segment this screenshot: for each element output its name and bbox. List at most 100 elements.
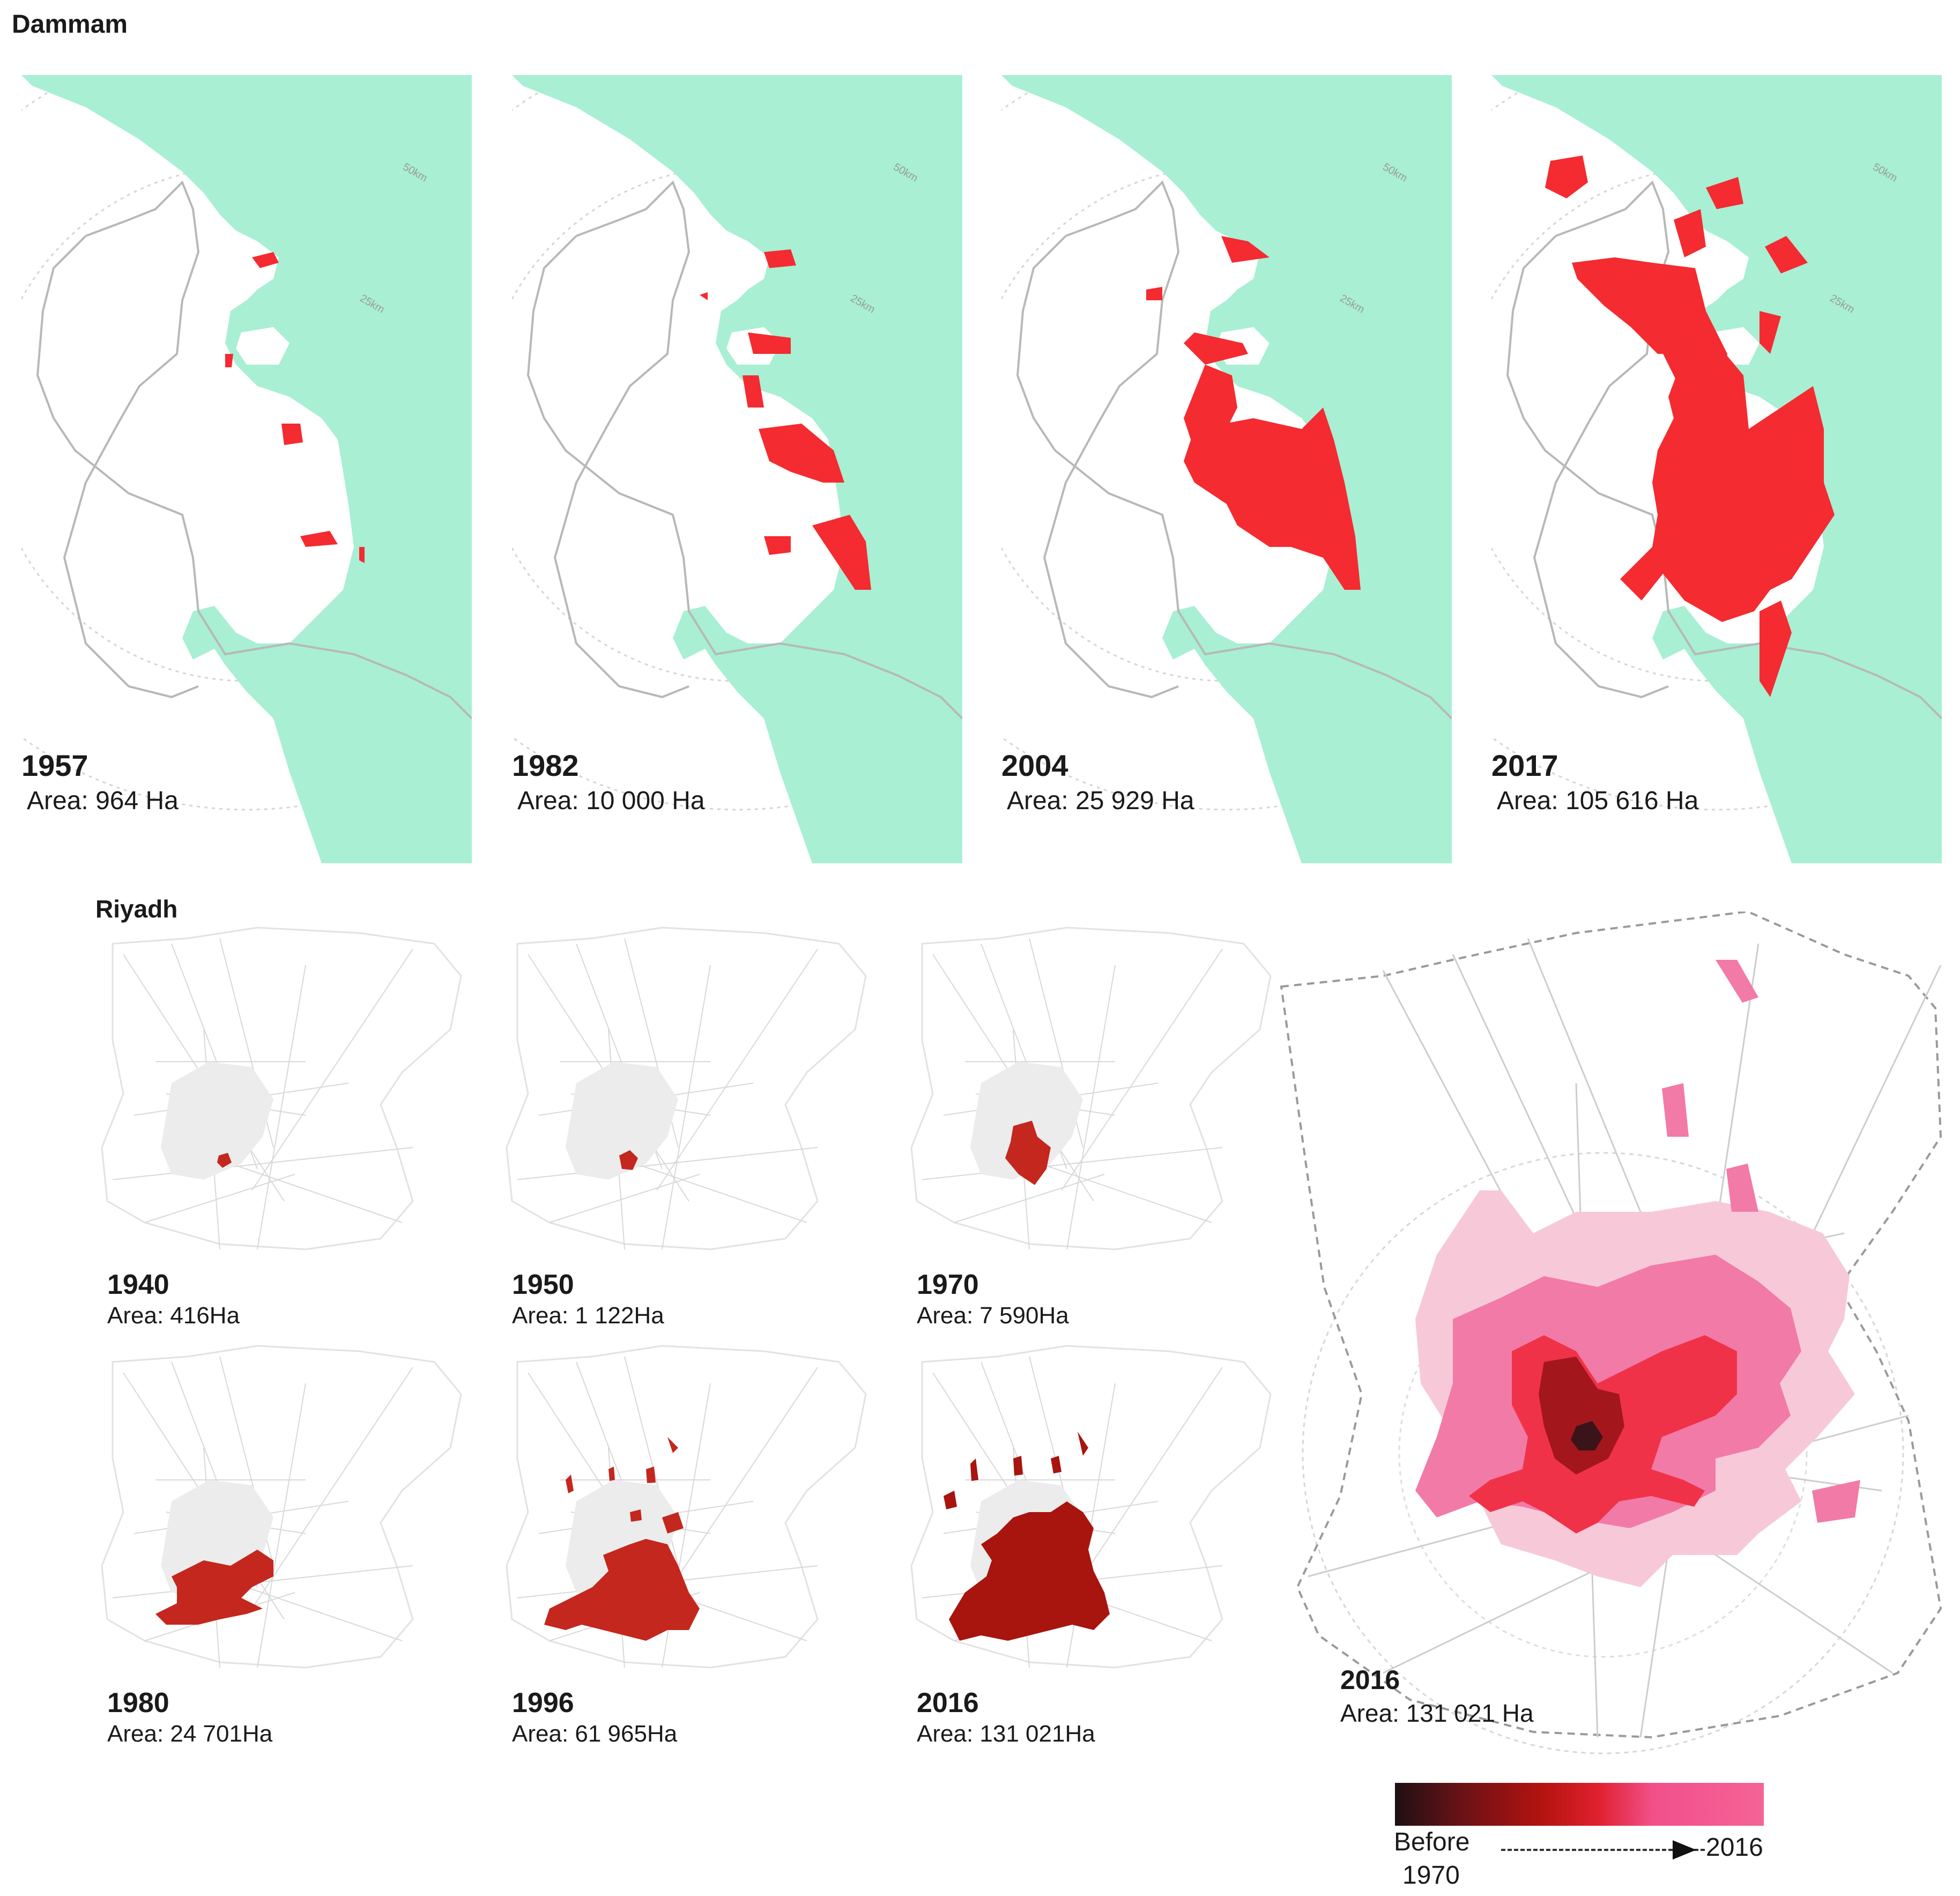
urban-patch bbox=[217, 1153, 232, 1168]
urban-area-1970 bbox=[1005, 1121, 1051, 1185]
dammam-map-2017: 50km 25km bbox=[1491, 75, 1942, 863]
riyadh-map-2016-small bbox=[890, 1340, 1276, 1673]
legend-end-label: 2016 bbox=[1706, 1833, 1763, 1862]
distance-ring-inner bbox=[1398, 1248, 1808, 1658]
dammam-year-2004: 2004 bbox=[1001, 749, 1068, 782]
sea-area bbox=[1491, 75, 1942, 863]
metro-boundary bbox=[1280, 912, 1942, 1739]
riyadh-area-1970: Area: 7 590Ha bbox=[917, 1302, 1069, 1329]
metro-boundary bbox=[910, 927, 1272, 1250]
riyadh-area-2016: Area: 131 021Ha bbox=[917, 1721, 1095, 1747]
island bbox=[236, 327, 289, 365]
urban-patch bbox=[1759, 311, 1781, 354]
riyadh-combined-year: 2016 bbox=[1340, 1665, 1400, 1695]
riyadh-area-1940: Area: 416Ha bbox=[107, 1302, 240, 1329]
riyadh-map-svg bbox=[101, 927, 462, 1250]
urban-patch bbox=[1146, 287, 1162, 300]
urban-area-1980 bbox=[155, 1550, 273, 1625]
legend-arrow-line bbox=[1501, 1849, 1705, 1851]
urban-patch bbox=[566, 1475, 574, 1493]
urban-patch bbox=[662, 1512, 684, 1534]
metro-boundary bbox=[101, 1345, 462, 1669]
riyadh-area-1980: Area: 24 701Ha bbox=[107, 1721, 273, 1747]
riyadh-map-svg bbox=[506, 1345, 867, 1669]
riyadh-combined-area: Area: 131 021 Ha bbox=[1340, 1699, 1534, 1727]
road-network bbox=[112, 938, 413, 1250]
urban-patch bbox=[1184, 408, 1361, 590]
urban-patch bbox=[667, 1437, 678, 1453]
metro-boundary bbox=[506, 1345, 867, 1669]
dammam-area-1957: Area: 964 Ha bbox=[27, 787, 179, 815]
urban-patch bbox=[764, 249, 796, 268]
urban-patch bbox=[281, 424, 303, 445]
urban-patch bbox=[608, 1467, 615, 1481]
riyadh-map-svg bbox=[910, 1345, 1272, 1669]
riyadh-year-1970: 1970 bbox=[917, 1269, 979, 1300]
riyadh-map-svg bbox=[506, 927, 867, 1250]
riyadh-map-1996 bbox=[485, 1340, 871, 1673]
dammam-year-2017: 2017 bbox=[1491, 749, 1558, 782]
riyadh-year-1996: 1996 bbox=[512, 1687, 574, 1719]
urban-patch bbox=[619, 1150, 638, 1170]
urban-patch bbox=[1051, 1456, 1061, 1473]
city-boundary bbox=[36, 180, 472, 720]
dammam-map-2004: 50km 25km bbox=[1001, 75, 1452, 863]
urban-patch bbox=[743, 375, 764, 408]
urban-area-2016 bbox=[944, 1432, 1110, 1641]
legend-arrow-head-icon bbox=[1673, 1840, 1696, 1860]
legend-color-ramp bbox=[1395, 1783, 1764, 1826]
dammam-year-1957: 1957 bbox=[21, 749, 88, 782]
urban-patch bbox=[748, 332, 791, 354]
riyadh-combined-svg bbox=[1280, 912, 1942, 1754]
urban-area-1982 bbox=[700, 249, 871, 590]
urban-area-2004 bbox=[1146, 236, 1361, 590]
sea-area bbox=[21, 75, 472, 863]
urban-patch bbox=[1221, 236, 1269, 263]
riyadh-map-1940 bbox=[80, 922, 466, 1255]
riyadh-year-1980: 1980 bbox=[107, 1687, 169, 1719]
riyadh-area-1996: Area: 61 965Ha bbox=[512, 1721, 678, 1747]
urban-patch bbox=[1759, 601, 1792, 697]
riyadh-map-svg bbox=[101, 1345, 462, 1669]
sea-area bbox=[1001, 75, 1452, 863]
built-texture bbox=[161, 1062, 273, 1180]
urban-patch bbox=[155, 1550, 273, 1625]
legend-start-label-2: 1970 bbox=[1402, 1861, 1460, 1890]
riyadh-year-1950: 1950 bbox=[512, 1269, 574, 1300]
urban-area-2017 bbox=[1545, 155, 1835, 697]
riyadh-map-1970 bbox=[890, 922, 1276, 1255]
sea-area bbox=[512, 75, 962, 863]
city-boundary bbox=[1016, 180, 1452, 720]
urban-patch bbox=[1706, 177, 1743, 209]
urban-patch bbox=[1005, 1121, 1051, 1185]
urban-patch bbox=[300, 531, 338, 547]
urban-area-1957 bbox=[225, 252, 365, 563]
urban-patch bbox=[630, 1509, 642, 1522]
dammam-area-1982: Area: 10 000 Ha bbox=[517, 787, 705, 815]
riyadh-map-1950 bbox=[485, 922, 871, 1255]
riyadh-map-1980 bbox=[80, 1340, 466, 1673]
riyadh-combined-map bbox=[1276, 912, 1946, 1759]
dammam-map-1982: 50km 25km bbox=[512, 75, 962, 863]
dammam-heading: Dammam bbox=[12, 10, 128, 39]
urban-patch bbox=[544, 1539, 700, 1641]
city-boundary bbox=[526, 180, 962, 720]
dammam-area-2017: Area: 105 616 Ha bbox=[1497, 787, 1699, 815]
riyadh-map-svg bbox=[910, 927, 1272, 1250]
urban-before-1970-layer bbox=[1571, 1421, 1603, 1450]
urban-area-1996 bbox=[544, 1437, 700, 1641]
dammam-map-1957: 50km 25km bbox=[21, 75, 472, 863]
urban-patch bbox=[1184, 332, 1248, 365]
urban-patch bbox=[944, 1491, 957, 1509]
urban-patch bbox=[700, 292, 708, 300]
urban-patch bbox=[1674, 365, 1695, 397]
metro-boundary bbox=[506, 927, 867, 1250]
urban-patch bbox=[812, 515, 871, 590]
riyadh-heading: Riyadh bbox=[95, 895, 178, 923]
urban-patch bbox=[1078, 1432, 1088, 1456]
urban-patch bbox=[646, 1467, 656, 1483]
distance-ring-outer bbox=[1302, 1152, 1904, 1754]
built-texture bbox=[970, 1062, 1083, 1180]
